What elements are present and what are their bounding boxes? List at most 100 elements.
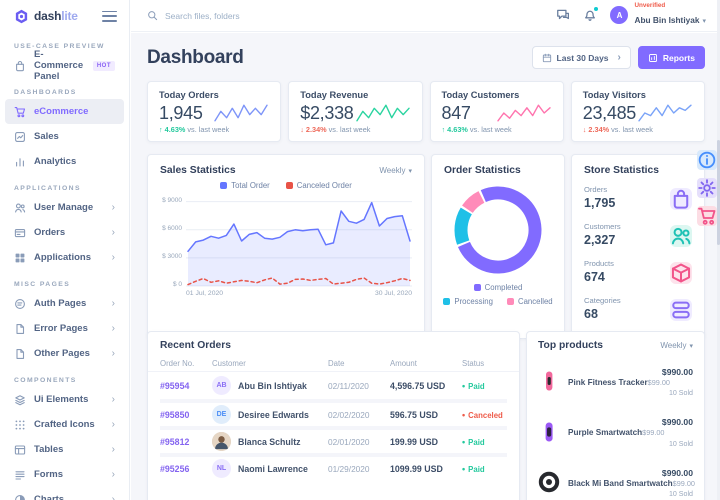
store-stat-products: Products 674 xyxy=(584,254,692,291)
avatar-photo xyxy=(212,432,231,451)
scrollbar-thumb[interactable] xyxy=(717,140,720,245)
stat-title: Today Visitors xyxy=(582,90,646,100)
file-icon xyxy=(14,323,26,335)
sidebar-item-forms[interactable]: Forms xyxy=(14,462,115,487)
sidebar-item-applications[interactable]: Applications xyxy=(14,245,115,270)
reports-button[interactable]: Reports xyxy=(637,46,705,69)
product-sold: 10 Sold xyxy=(668,439,693,448)
sidebar-item-orders[interactable]: Orders xyxy=(14,220,115,245)
sales-x-axis: 01 Jul, 2020 30 Jul, 2020 xyxy=(186,290,412,297)
stat-delta: ↓ 2.34% vs. last week xyxy=(582,125,653,134)
product-total: $990.00 xyxy=(661,467,693,478)
user-menu[interactable]: A Unverified Abu Bin Ishtiyak xyxy=(610,2,706,30)
stat-card-today-orders: Today Orders 1,945 ↑ 4.63% vs. last week xyxy=(147,81,282,142)
list-item[interactable]: Pink Fitness Tracker$99.00 $990.00 10 Sol… xyxy=(538,356,693,407)
recent-orders-card: Recent Orders Order No. Customer Date Am… xyxy=(147,331,520,500)
notifications-button[interactable] xyxy=(583,7,599,22)
table-row[interactable]: #95812 Blanca Schultz 02/01/2020 199.99 … xyxy=(160,426,507,453)
legend-swatch xyxy=(443,298,451,305)
product-price: $99.00 xyxy=(647,377,670,387)
sidebar-item-other-pages[interactable]: Other Pages xyxy=(14,341,115,366)
sidebar-item-auth-pages[interactable]: Auth Pages xyxy=(14,291,115,316)
table-row[interactable]: #95850 DE Desiree Edwards 02/02/2020 596.… xyxy=(160,399,507,426)
table-row[interactable]: #95954 AB Abu Bin Ishtiyak 02/11/2020 4,5… xyxy=(160,372,507,399)
store-stat-categories: Categories 68 xyxy=(584,291,692,328)
product-price: $99.00 xyxy=(672,479,695,489)
order-number-link[interactable]: #95954 xyxy=(160,380,190,391)
list-item[interactable]: Black Mi Band Smartwatch$99.00 $990.00 10… xyxy=(538,457,695,500)
stat-card-today-revenue: Today Revenue $2,338 ↓ 2.34% vs. last we… xyxy=(288,81,423,142)
legend-swatch xyxy=(473,284,481,291)
legend-cancelled: Cancelled xyxy=(506,297,553,306)
sidebar-item-ui-elements[interactable]: Ui Elements xyxy=(14,387,115,412)
sidebar-section-misc-pages: MISC PAGES Auth Pages Error Pages Other … xyxy=(0,281,129,366)
date-range-button[interactable]: Last 30 Days › xyxy=(531,46,631,69)
order-statistics-legend: Completed Processing Cancelled xyxy=(443,283,553,306)
sidebar-item-error-pages[interactable]: Error Pages xyxy=(14,316,115,341)
box-icon xyxy=(670,261,692,284)
cart-icon[interactable] xyxy=(697,206,717,226)
table-row[interactable]: #95256 NL Naomi Lawrence 01/29/2020 1099.… xyxy=(160,453,507,480)
order-statistics-title: Order Statistics xyxy=(444,165,521,176)
brand-logo-icon xyxy=(15,9,28,23)
sidebar-item-ecommerce-panel[interactable]: E-Commerce Panel HOT xyxy=(14,49,115,82)
stat-card-today-visitors: Today Visitors 23,485 ↓ 2.34% vs. last w… xyxy=(570,81,705,142)
product-name: Pink Fitness Tracker xyxy=(568,377,648,387)
product-image xyxy=(538,471,560,493)
legend-swatch xyxy=(220,182,228,189)
sidebar-item-label: Tables xyxy=(34,444,64,455)
chevron-down-icon xyxy=(686,341,693,350)
legend-swatch xyxy=(285,182,293,189)
charts-icon xyxy=(14,494,26,500)
page-title: Dashboard xyxy=(147,47,244,68)
order-amount: 4,596.75 USD xyxy=(390,380,446,391)
table-header: Order No. Customer Date Amount Status xyxy=(160,355,507,371)
order-number-link[interactable]: #95256 xyxy=(160,463,190,474)
calendar-icon xyxy=(542,53,552,63)
sidebar-item-crafted-icons[interactable]: Crafted Icons xyxy=(14,412,115,437)
sidebar-item-label: Auth Pages xyxy=(34,298,87,309)
top-products-period-dropdown[interactable]: Weekly xyxy=(660,341,693,350)
sidebar-item-user-manage[interactable]: User Manage xyxy=(14,195,115,220)
sidebar-item-label: User Manage xyxy=(34,202,94,213)
scrollbar-track xyxy=(717,0,720,500)
sidebar-item-label: Analytics xyxy=(34,156,77,167)
order-number-link[interactable]: #95812 xyxy=(160,436,190,447)
sales-period-dropdown[interactable]: Weekly xyxy=(379,166,412,175)
order-statistics-donut-chart xyxy=(452,184,544,276)
stat-value: 847 xyxy=(441,102,471,123)
demo-tools xyxy=(697,150,717,226)
chevron-down-icon xyxy=(405,166,412,175)
customer-name: Abu Bin Ishtiyak xyxy=(238,380,307,391)
order-number-link[interactable]: #95850 xyxy=(160,409,190,420)
list-item[interactable]: Purple Smartwatch$99.00 $990.00 10 Sold xyxy=(538,407,693,458)
chat-icon[interactable] xyxy=(556,8,570,22)
product-sold: 10 Sold xyxy=(668,389,693,398)
sidebar-heading: APPLICATIONS xyxy=(14,185,81,192)
sidebar-item-sales[interactable]: Sales xyxy=(14,124,115,149)
info-icon[interactable] xyxy=(697,150,717,170)
column-date: Date xyxy=(328,358,345,368)
stat-delta: ↑ 4.63% vs. last week xyxy=(159,125,230,134)
sidebar-heading: DASHBOARDS xyxy=(14,89,77,96)
product-image xyxy=(538,421,560,443)
sidebar-item-tables[interactable]: Tables xyxy=(14,437,115,462)
stat-cards-row: Today Orders 1,945 ↑ 4.63% vs. last week… xyxy=(147,81,705,142)
menu-toggle-button[interactable] xyxy=(102,10,117,22)
status-badge: Paid xyxy=(462,464,507,474)
search-input[interactable] xyxy=(165,10,325,21)
orders-icon xyxy=(14,227,26,239)
sidebar-item-charts[interactable]: Charts xyxy=(14,487,115,500)
legend-completed: Completed xyxy=(473,283,522,292)
middle-row: Sales Statistics Weekly Total Order Canc… xyxy=(147,154,705,339)
stat-title: Today Orders xyxy=(159,90,219,100)
gear-icon[interactable] xyxy=(697,178,717,198)
forms-icon xyxy=(14,469,26,481)
sidebar-item-analytics[interactable]: Analytics xyxy=(14,149,115,174)
date-range-label: Last 30 Days xyxy=(556,52,609,63)
sidebar-item-ecommerce[interactable]: eCommerce xyxy=(5,99,124,124)
store-stat-value: 1,795 xyxy=(584,196,616,210)
brand-logo[interactable]: dashlite xyxy=(14,7,78,25)
user-name: Abu Bin Ishtiyak xyxy=(634,15,706,25)
customer-name: Blanca Schultz xyxy=(238,436,301,447)
